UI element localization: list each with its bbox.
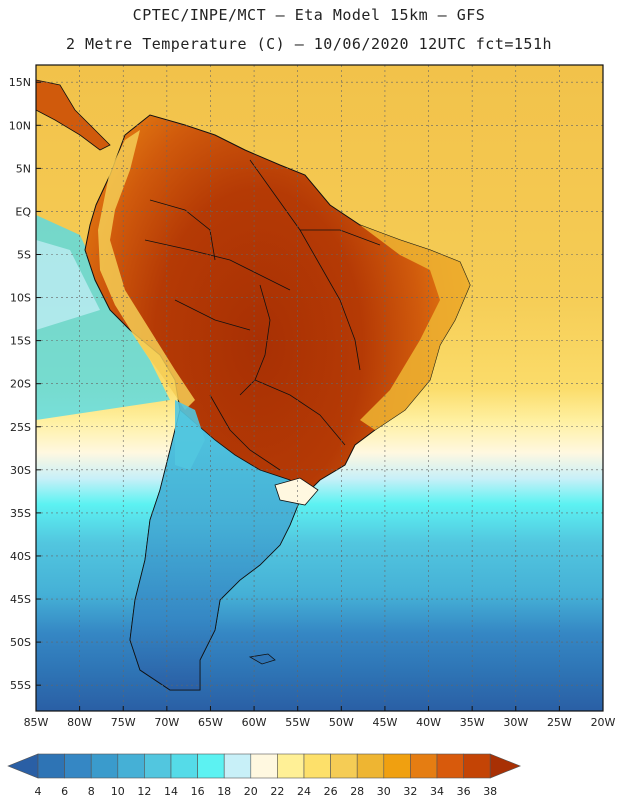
map-plot-area (36, 65, 603, 711)
lat-tick-label: 20S (10, 378, 31, 391)
andes-south-snow (175, 400, 205, 470)
colorbar-label: 4 (35, 785, 42, 798)
title-line-2: 2 Metre Temperature (C) – 10/06/2020 12U… (65, 35, 553, 53)
lat-tick-label: 25S (10, 421, 31, 434)
lon-tick-label: 70W (154, 716, 179, 729)
lon-tick-label: 80W (67, 716, 92, 729)
lon-tick-label: 75W (111, 716, 136, 729)
lat-tick-label: 50S (10, 636, 31, 649)
colorbar-right-arrow (489, 753, 522, 779)
lat-tick-label: 10N (9, 119, 31, 132)
lat-tick-label: 45S (10, 593, 31, 606)
colorbar-swatch (436, 753, 464, 779)
colorbar-label: 38 (483, 785, 497, 798)
lat-tick-label: 15S (10, 335, 31, 348)
lon-tick-label: 20W (591, 716, 616, 729)
longitude-labels: 85W 80W 75W 70W 65W 60W 55W 50W 45W 40W 35W 30W 25W 2… (24, 706, 616, 729)
colorbar-swatch (250, 753, 278, 779)
colorbar-swatch (144, 753, 172, 779)
andes-cool-strip (98, 130, 195, 410)
colorbar-label: 24 (297, 785, 311, 798)
lat-tick-label: 5S (17, 248, 31, 261)
country-borders (144, 159, 381, 471)
lat-tick-label: 30S (10, 464, 31, 477)
colorbar-swatch (383, 753, 411, 779)
colorbar-label: 6 (61, 785, 68, 798)
latitude-labels: 15N 10N 5N EQ 5S 10S 15S 20S 25S 30S 35S 40S 45S 50S 5… (9, 76, 41, 692)
colorbar-swatch (356, 753, 385, 779)
lat-tick-label: 35S (10, 507, 31, 520)
colorbar-label: 20 (244, 785, 258, 798)
pacific-cool-patch (36, 240, 100, 330)
lat-tick-label: 10S (10, 292, 31, 305)
falkland-islands (248, 653, 276, 665)
colorbar-labels: 4 6 8 10 12 14 16 18 20 22 24 26 28 30 32 34 36 38 (35, 785, 498, 798)
uruguay-region (274, 477, 319, 506)
colorbar-label: 18 (217, 785, 231, 798)
east-coast-warm-band (360, 225, 470, 430)
colorbar-swatch (223, 753, 252, 779)
colorbar-swatch (117, 753, 145, 779)
colorbar-label: 32 (403, 785, 417, 798)
colorbar-swatch (330, 753, 358, 779)
colorbar-label: 16 (191, 785, 205, 798)
lat-tick-label: 40S (10, 550, 31, 563)
lon-tick-label: 30W (503, 716, 528, 729)
colorbar-swatch (37, 753, 65, 779)
colorbar-label: 28 (350, 785, 364, 798)
lat-tick-label: 55S (10, 679, 31, 692)
lon-tick-label: 55W (285, 716, 310, 729)
colorbar-label: 10 (111, 785, 125, 798)
colorbar-swatch (410, 753, 438, 779)
colorbar-swatch (277, 753, 305, 779)
lon-tick-label: 25W (547, 716, 572, 729)
colorbar-label: 14 (164, 785, 178, 798)
colorbar-swatch (303, 753, 331, 779)
lat-tick-label: EQ (15, 205, 31, 218)
lon-tick-label: 85W (24, 716, 49, 729)
lon-tick-label: 60W (242, 716, 267, 729)
colorbar-swatch (197, 753, 225, 779)
central-america (36, 79, 111, 151)
colorbar-label: 30 (377, 785, 391, 798)
title-line-1: CPTEC/INPE/MCT – Eta Model 15km – GFS (132, 6, 486, 24)
map-frame (35, 64, 604, 712)
colorbar-swatch (64, 753, 92, 779)
lon-tick-label: 35W (460, 716, 485, 729)
colorbar-label: 26 (324, 785, 338, 798)
colorbar-swatch (170, 753, 198, 779)
colorbar-label: 22 (270, 785, 284, 798)
lat-tick-label: 15N (9, 76, 31, 89)
lat-tick-label: 5N (16, 162, 31, 175)
colorbar-left-arrow (7, 753, 39, 779)
lon-tick-label: 45W (372, 716, 397, 729)
colorbar-swatch (90, 753, 119, 779)
southern-cone-land (129, 409, 301, 691)
lon-tick-label: 50W (329, 716, 354, 729)
colorbar-swatches (7, 753, 522, 779)
colorbar-label: 34 (430, 785, 444, 798)
colorbar-label: 8 (88, 785, 95, 798)
colorbar-label: 12 (137, 785, 151, 798)
colorbar-label: 36 (457, 785, 471, 798)
lon-tick-label: 40W (416, 716, 441, 729)
colorbar-swatch (463, 753, 491, 779)
lon-tick-label: 65W (198, 716, 223, 729)
